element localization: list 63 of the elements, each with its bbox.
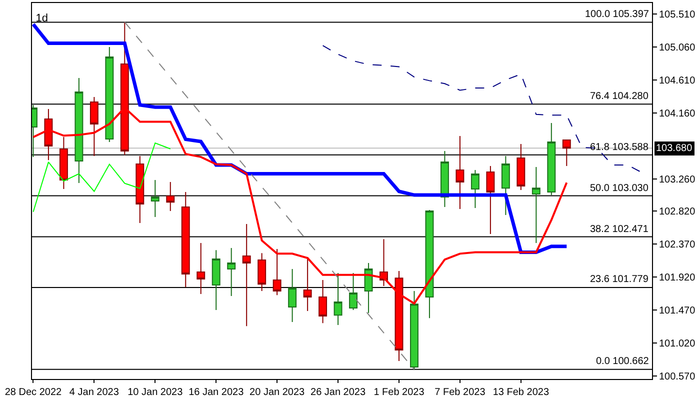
ref-line-label: 23.6 101.779 xyxy=(590,274,649,285)
ref-line-label: 61.8 103.588 xyxy=(590,142,649,153)
ref-line-label: 76.4 104.280 xyxy=(590,91,649,102)
ref-line-label: 0.0 100.662 xyxy=(596,356,650,367)
candlestick xyxy=(532,166,540,244)
candlestick xyxy=(334,272,342,326)
candlestick xyxy=(486,166,495,235)
y-tick-label: 103.260 xyxy=(659,174,696,186)
candlestick xyxy=(150,180,160,218)
ref-line-label: 100.0 105.397 xyxy=(585,9,650,20)
x-tick-label: 26 Jan 2023 xyxy=(310,387,366,398)
candlestick xyxy=(74,77,84,184)
candlestick xyxy=(364,262,373,314)
candlestick xyxy=(380,238,388,287)
ref-line-label: 50.0 103.030 xyxy=(590,183,649,194)
y-tick-label: 101.920 xyxy=(659,272,696,284)
candlestick xyxy=(196,242,206,295)
candlestick xyxy=(105,46,114,143)
candlestick xyxy=(258,252,266,292)
line-series xyxy=(124,22,415,370)
y-tick-label: 102.370 xyxy=(659,240,696,251)
x-tick-label: 28 Dec 2022 xyxy=(4,387,62,398)
candlestick xyxy=(349,272,358,311)
line-series xyxy=(32,142,171,212)
candlestick xyxy=(59,136,68,190)
text: 1d xyxy=(36,12,48,25)
y-tick-label: 101.020 xyxy=(659,338,696,350)
x-tick-label: 7 Feb 2023 xyxy=(434,387,486,398)
x-tick-label: 16 Jan 2023 xyxy=(188,387,244,398)
y-tick-label: 105.060 xyxy=(659,42,696,54)
candlestick xyxy=(410,290,418,370)
candlestick xyxy=(136,156,144,224)
x-tick-label: 1 Feb 2023 xyxy=(374,387,425,398)
candlestick xyxy=(562,140,571,167)
candlestick xyxy=(470,170,480,208)
ref-line-label: 38.2 102.471 xyxy=(590,224,649,235)
candlestick xyxy=(440,150,449,208)
x-tick-label: 20 Jan 2023 xyxy=(250,387,306,398)
candlestick xyxy=(456,136,464,210)
candlestick xyxy=(181,192,190,288)
y-tick-label: 102.820 xyxy=(659,206,696,218)
candlestick xyxy=(44,108,53,161)
ref-line-label: 103.680 xyxy=(656,143,693,154)
x-tick-label: 10 Jan 2023 xyxy=(128,387,184,398)
y-tick-label: 101.470 xyxy=(659,306,696,317)
candlestick xyxy=(547,122,556,196)
x-tick-label: 4 Jan 2023 xyxy=(69,387,120,398)
candlestick xyxy=(166,182,175,212)
candlestick xyxy=(501,156,510,216)
y-tick-label: 100.570 xyxy=(659,372,696,383)
candlestick xyxy=(516,144,526,191)
candlestick xyxy=(227,248,236,297)
candlestick xyxy=(242,224,251,327)
x-tick-label: 13 Feb 2023 xyxy=(492,387,550,398)
candlestick xyxy=(288,268,297,323)
candlestick xyxy=(272,248,282,296)
y-tick-label: 104.160 xyxy=(659,108,696,120)
y-tick-label: 104.610 xyxy=(659,75,696,86)
candlestick xyxy=(425,210,434,319)
line-series xyxy=(32,22,568,254)
candlestick xyxy=(212,250,220,311)
y-tick-label: 105.510 xyxy=(659,9,696,20)
candlestick xyxy=(318,280,328,324)
